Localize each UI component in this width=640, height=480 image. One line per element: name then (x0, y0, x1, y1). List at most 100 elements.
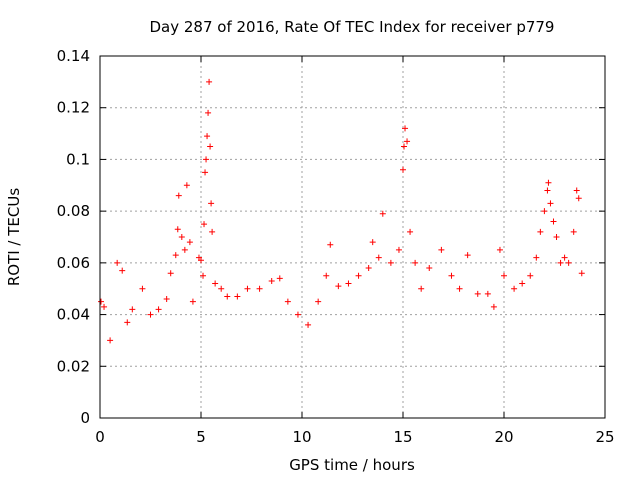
data-point (139, 285, 146, 292)
data-point (323, 272, 330, 279)
data-point (545, 179, 552, 186)
data-point (294, 311, 301, 318)
data-point (573, 187, 580, 194)
data-point (101, 303, 108, 310)
data-point (189, 298, 196, 305)
data-point (183, 182, 190, 189)
data-point (464, 252, 471, 259)
data-point (387, 259, 394, 266)
data-point (244, 285, 251, 292)
data-point (224, 293, 231, 300)
data-point (456, 285, 463, 292)
data-point (533, 254, 540, 261)
data-point (129, 306, 136, 313)
data-point (202, 169, 209, 176)
data-point (200, 272, 207, 279)
data-point (204, 133, 211, 140)
data-point (484, 290, 491, 297)
data-point (305, 321, 312, 328)
x-tick-label: 20 (494, 428, 513, 446)
x-tick-label: 5 (196, 428, 206, 446)
data-point (400, 166, 406, 173)
data-point (561, 254, 568, 261)
data-point (98, 298, 105, 305)
data-point (575, 195, 582, 202)
y-tick-label: 0.12 (57, 99, 90, 117)
data-point (175, 192, 182, 199)
data-point (412, 259, 419, 266)
data-point (404, 138, 411, 145)
data-point (203, 156, 210, 163)
data-point (206, 78, 213, 85)
data-point (379, 210, 386, 217)
data-point (553, 234, 560, 240)
data-point (167, 270, 174, 277)
data-point (402, 125, 409, 132)
data-point (490, 303, 497, 310)
data-point (315, 298, 322, 305)
data-point (186, 239, 193, 246)
data-point (284, 298, 291, 305)
data-point (426, 265, 433, 272)
data-point (205, 109, 212, 116)
y-tick-label: 0.08 (57, 202, 90, 220)
data-point (147, 311, 154, 318)
data-point (276, 275, 283, 282)
data-point (511, 285, 518, 292)
data-point (345, 280, 352, 287)
y-tick-label: 0 (80, 409, 90, 427)
data-point (496, 246, 503, 253)
data-point (119, 267, 126, 274)
y-tick-label: 0.14 (57, 47, 90, 65)
data-point (209, 228, 216, 235)
y-axis-label: ROTI / TECUs (5, 188, 23, 286)
data-point (395, 246, 402, 253)
data-point (174, 226, 181, 233)
data-point (208, 200, 215, 207)
x-tick-label: 15 (393, 428, 412, 446)
data-point (198, 257, 204, 264)
data-point (114, 259, 121, 266)
data-point (544, 187, 551, 194)
data-point (565, 259, 572, 266)
y-tick-label: 0.1 (66, 150, 90, 168)
data-point (369, 239, 376, 246)
data-point (527, 272, 534, 279)
data-point (375, 254, 382, 261)
data-point (124, 319, 131, 326)
data-point (474, 290, 481, 297)
data-point (547, 200, 554, 207)
data-point (570, 228, 577, 235)
data-point (557, 259, 564, 266)
x-tick-label: 25 (595, 428, 614, 446)
data-point (401, 143, 408, 150)
data-point (163, 296, 170, 303)
data-point (578, 270, 585, 277)
data-point (212, 280, 219, 287)
y-tick-label: 0.04 (57, 306, 90, 324)
data-point (501, 272, 507, 279)
data-point (207, 143, 214, 150)
data-point (335, 283, 342, 290)
data-point (256, 285, 263, 292)
chart-title: Day 287 of 2016, Rate Of TEC Index for r… (150, 18, 555, 36)
y-tick-label: 0.02 (57, 357, 90, 375)
x-tick-label: 10 (292, 428, 311, 446)
y-tick-label: 0.06 (57, 254, 90, 272)
data-point (201, 221, 208, 228)
data-point (107, 337, 114, 344)
data-point (327, 241, 334, 248)
plot-frame (99, 55, 606, 419)
data-point (268, 277, 275, 284)
grid-lines (100, 56, 605, 418)
data-points (98, 78, 585, 344)
data-point (519, 280, 526, 287)
data-point (448, 272, 455, 279)
data-point (550, 218, 557, 225)
data-point (365, 265, 372, 272)
data-point (537, 228, 544, 235)
data-point (407, 228, 414, 235)
data-point (172, 252, 179, 259)
data-point (218, 285, 225, 292)
